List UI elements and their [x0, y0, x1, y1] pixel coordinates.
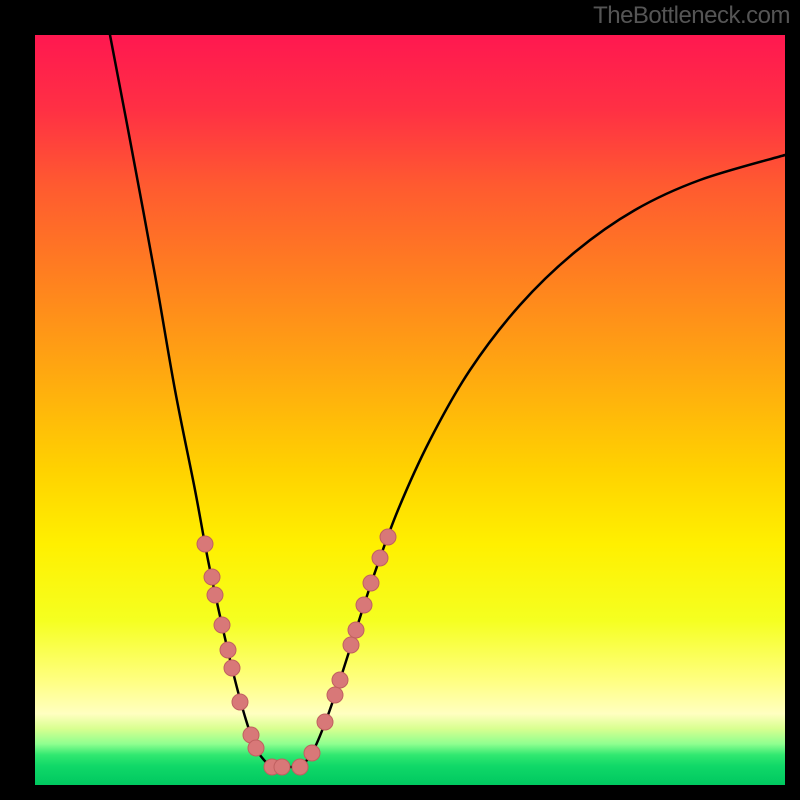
marker-point: [224, 660, 240, 676]
marker-point: [207, 587, 223, 603]
marker-point: [304, 745, 320, 761]
marker-point: [317, 714, 333, 730]
marker-point: [356, 597, 372, 613]
marker-point: [380, 529, 396, 545]
marker-point: [248, 740, 264, 756]
chart-svg: [0, 0, 800, 800]
marker-point: [363, 575, 379, 591]
watermark-text: TheBottleneck.com: [593, 2, 790, 30]
marker-point: [232, 694, 248, 710]
marker-point: [274, 759, 290, 775]
marker-point: [372, 550, 388, 566]
marker-point: [204, 569, 220, 585]
marker-point: [197, 536, 213, 552]
marker-point: [292, 759, 308, 775]
marker-point: [220, 642, 236, 658]
plot-area: [35, 35, 785, 785]
marker-point: [343, 637, 359, 653]
marker-point: [214, 617, 230, 633]
chart-container: TheBottleneck.com: [0, 0, 800, 800]
marker-point: [348, 622, 364, 638]
marker-point: [332, 672, 348, 688]
marker-point: [327, 687, 343, 703]
